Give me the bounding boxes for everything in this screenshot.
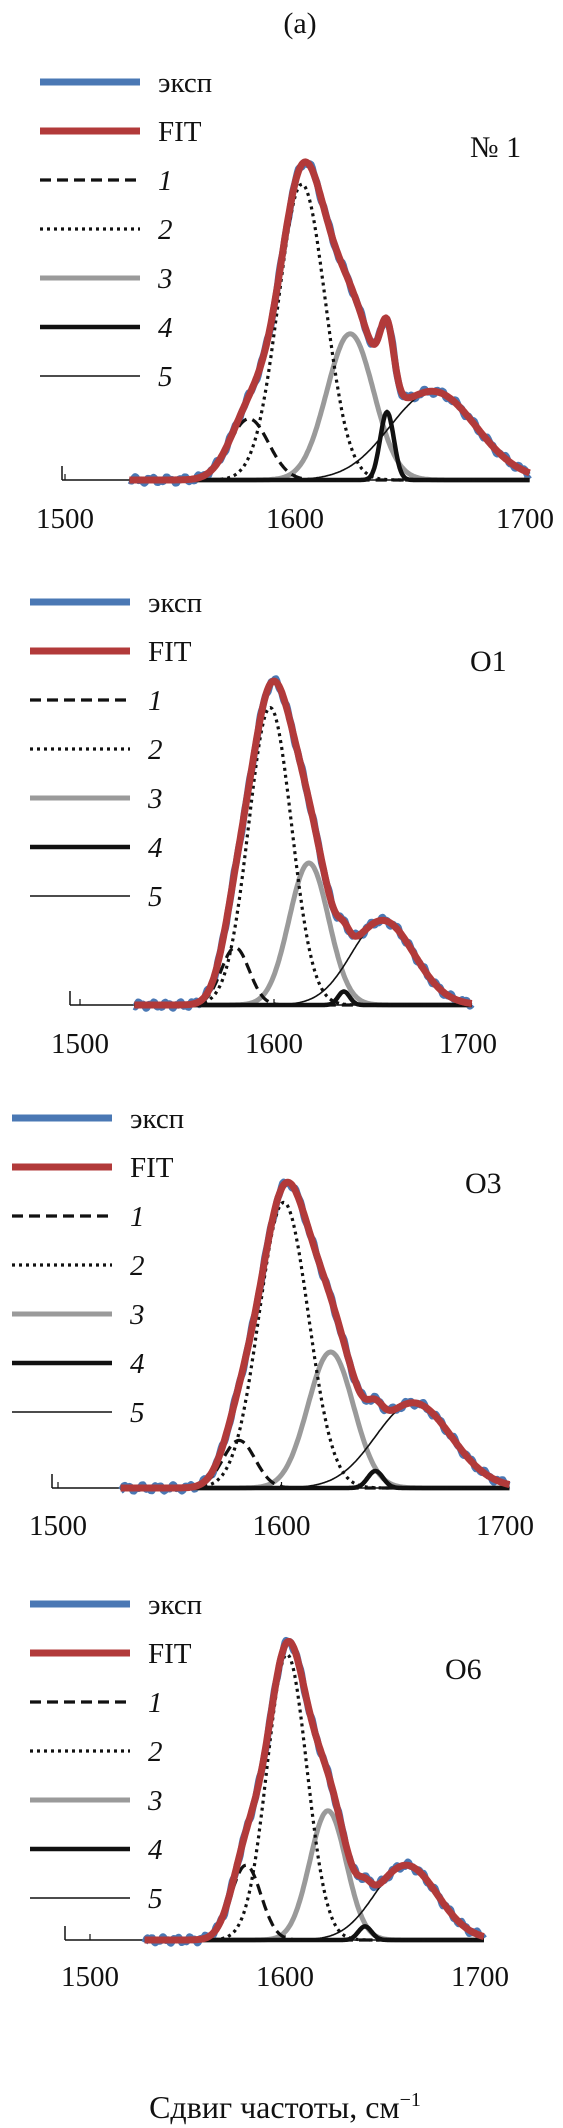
x-tick-label: 1600 <box>256 1961 314 1993</box>
legend-label-c5: 5 <box>130 1397 145 1429</box>
series-c5-line <box>144 1864 485 1941</box>
legend-label-c4: 4 <box>158 312 173 344</box>
series-c1-line <box>129 417 531 482</box>
legend-label-fit: FIT <box>130 1152 174 1184</box>
legend-label-c1: 1 <box>158 165 173 197</box>
legend-label-exp: эксп <box>130 1103 184 1135</box>
legend-label-c3: 3 <box>147 783 163 815</box>
x-tick-label: 1700 <box>439 1028 497 1060</box>
legend-label-fit: FIT <box>158 116 202 148</box>
series-c3-line <box>132 860 474 1008</box>
legend-label-fit: FIT <box>148 1638 192 1670</box>
legend-label-exp: эксп <box>148 1589 202 1621</box>
legend-label-c1: 1 <box>148 1687 163 1719</box>
series-c3-line <box>119 1349 511 1491</box>
panel-title: № 1 <box>470 131 521 164</box>
legend-label-c2: 2 <box>158 214 173 246</box>
x-tick-label: 1500 <box>36 503 94 535</box>
series-c3-line <box>128 331 531 483</box>
chart-panel-4: 1500 1600 1700 эксп FIT 1 2 3 4 5 О6 <box>30 1589 509 1993</box>
legend-label-c2: 2 <box>148 734 163 766</box>
figure-label: (a) <box>283 7 316 40</box>
legend-label-exp: эксп <box>148 587 202 619</box>
legend-label-c5: 5 <box>158 361 173 393</box>
chart-panel-2: 1500 1600 1700 эксп FIT 1 2 3 4 5 О1 <box>30 587 507 1060</box>
legend-label-c3: 3 <box>157 263 173 295</box>
panel-title: О1 <box>470 645 507 678</box>
series-c1-line <box>144 1863 485 1942</box>
x-tick-label: 1600 <box>245 1028 303 1060</box>
legend-label-c4: 4 <box>148 1834 163 1866</box>
legend-label-c5: 5 <box>148 881 163 913</box>
x-tick-label: 1700 <box>451 1961 509 1993</box>
legend-label-c4: 4 <box>148 832 163 864</box>
x-tick-label: 1600 <box>253 1510 311 1542</box>
series-fit-line <box>127 158 532 484</box>
x-tick-label: 1700 <box>496 503 554 535</box>
series-exp-line <box>131 675 475 1012</box>
x-tick-label: 1700 <box>476 1510 534 1542</box>
series-exp-line <box>118 1178 512 1495</box>
series-exp-line <box>127 159 532 487</box>
legend-label-c2: 2 <box>148 1736 163 1768</box>
legend-label-c5: 5 <box>148 1883 163 1915</box>
series-exp-line <box>141 1636 487 1947</box>
x-tick-label: 1500 <box>51 1028 109 1060</box>
legend-label-c1: 1 <box>148 685 163 717</box>
legend-label-c4: 4 <box>130 1348 145 1380</box>
series-fit-line <box>142 1637 487 1944</box>
series-c1-line <box>120 1438 510 1490</box>
x-tick-label: 1500 <box>61 1961 119 1993</box>
panel-title: О6 <box>445 1653 482 1686</box>
legend-label-fit: FIT <box>148 636 192 668</box>
legend-label-exp: эксп <box>158 67 212 99</box>
series-fit-line <box>118 1178 512 1492</box>
series-fit-line <box>131 677 475 1009</box>
legend-label-c3: 3 <box>129 1299 145 1331</box>
x-tick-label: 1600 <box>266 503 324 535</box>
legend-label-c1: 1 <box>130 1201 145 1233</box>
x-axis-label: Сдвиг частоты, см−1 <box>149 2089 421 2125</box>
series-c5-line <box>129 390 530 481</box>
legend-label-c3: 3 <box>147 1785 163 1817</box>
series-c5-line <box>120 1402 510 1489</box>
chart-panel-1: 1500 1600 1700 эксп FIT 1 2 3 4 5 № 1 <box>36 67 554 535</box>
panel-title: О3 <box>465 1167 502 1200</box>
x-tick-label: 1500 <box>29 1510 87 1542</box>
legend-label-c2: 2 <box>130 1250 145 1282</box>
series-c2-line <box>144 1652 485 1942</box>
chart-panel-3: 1500 1600 1700 эксп FIT 1 2 3 4 5 О3 <box>12 1103 534 1542</box>
series-c1-line <box>133 945 473 1007</box>
